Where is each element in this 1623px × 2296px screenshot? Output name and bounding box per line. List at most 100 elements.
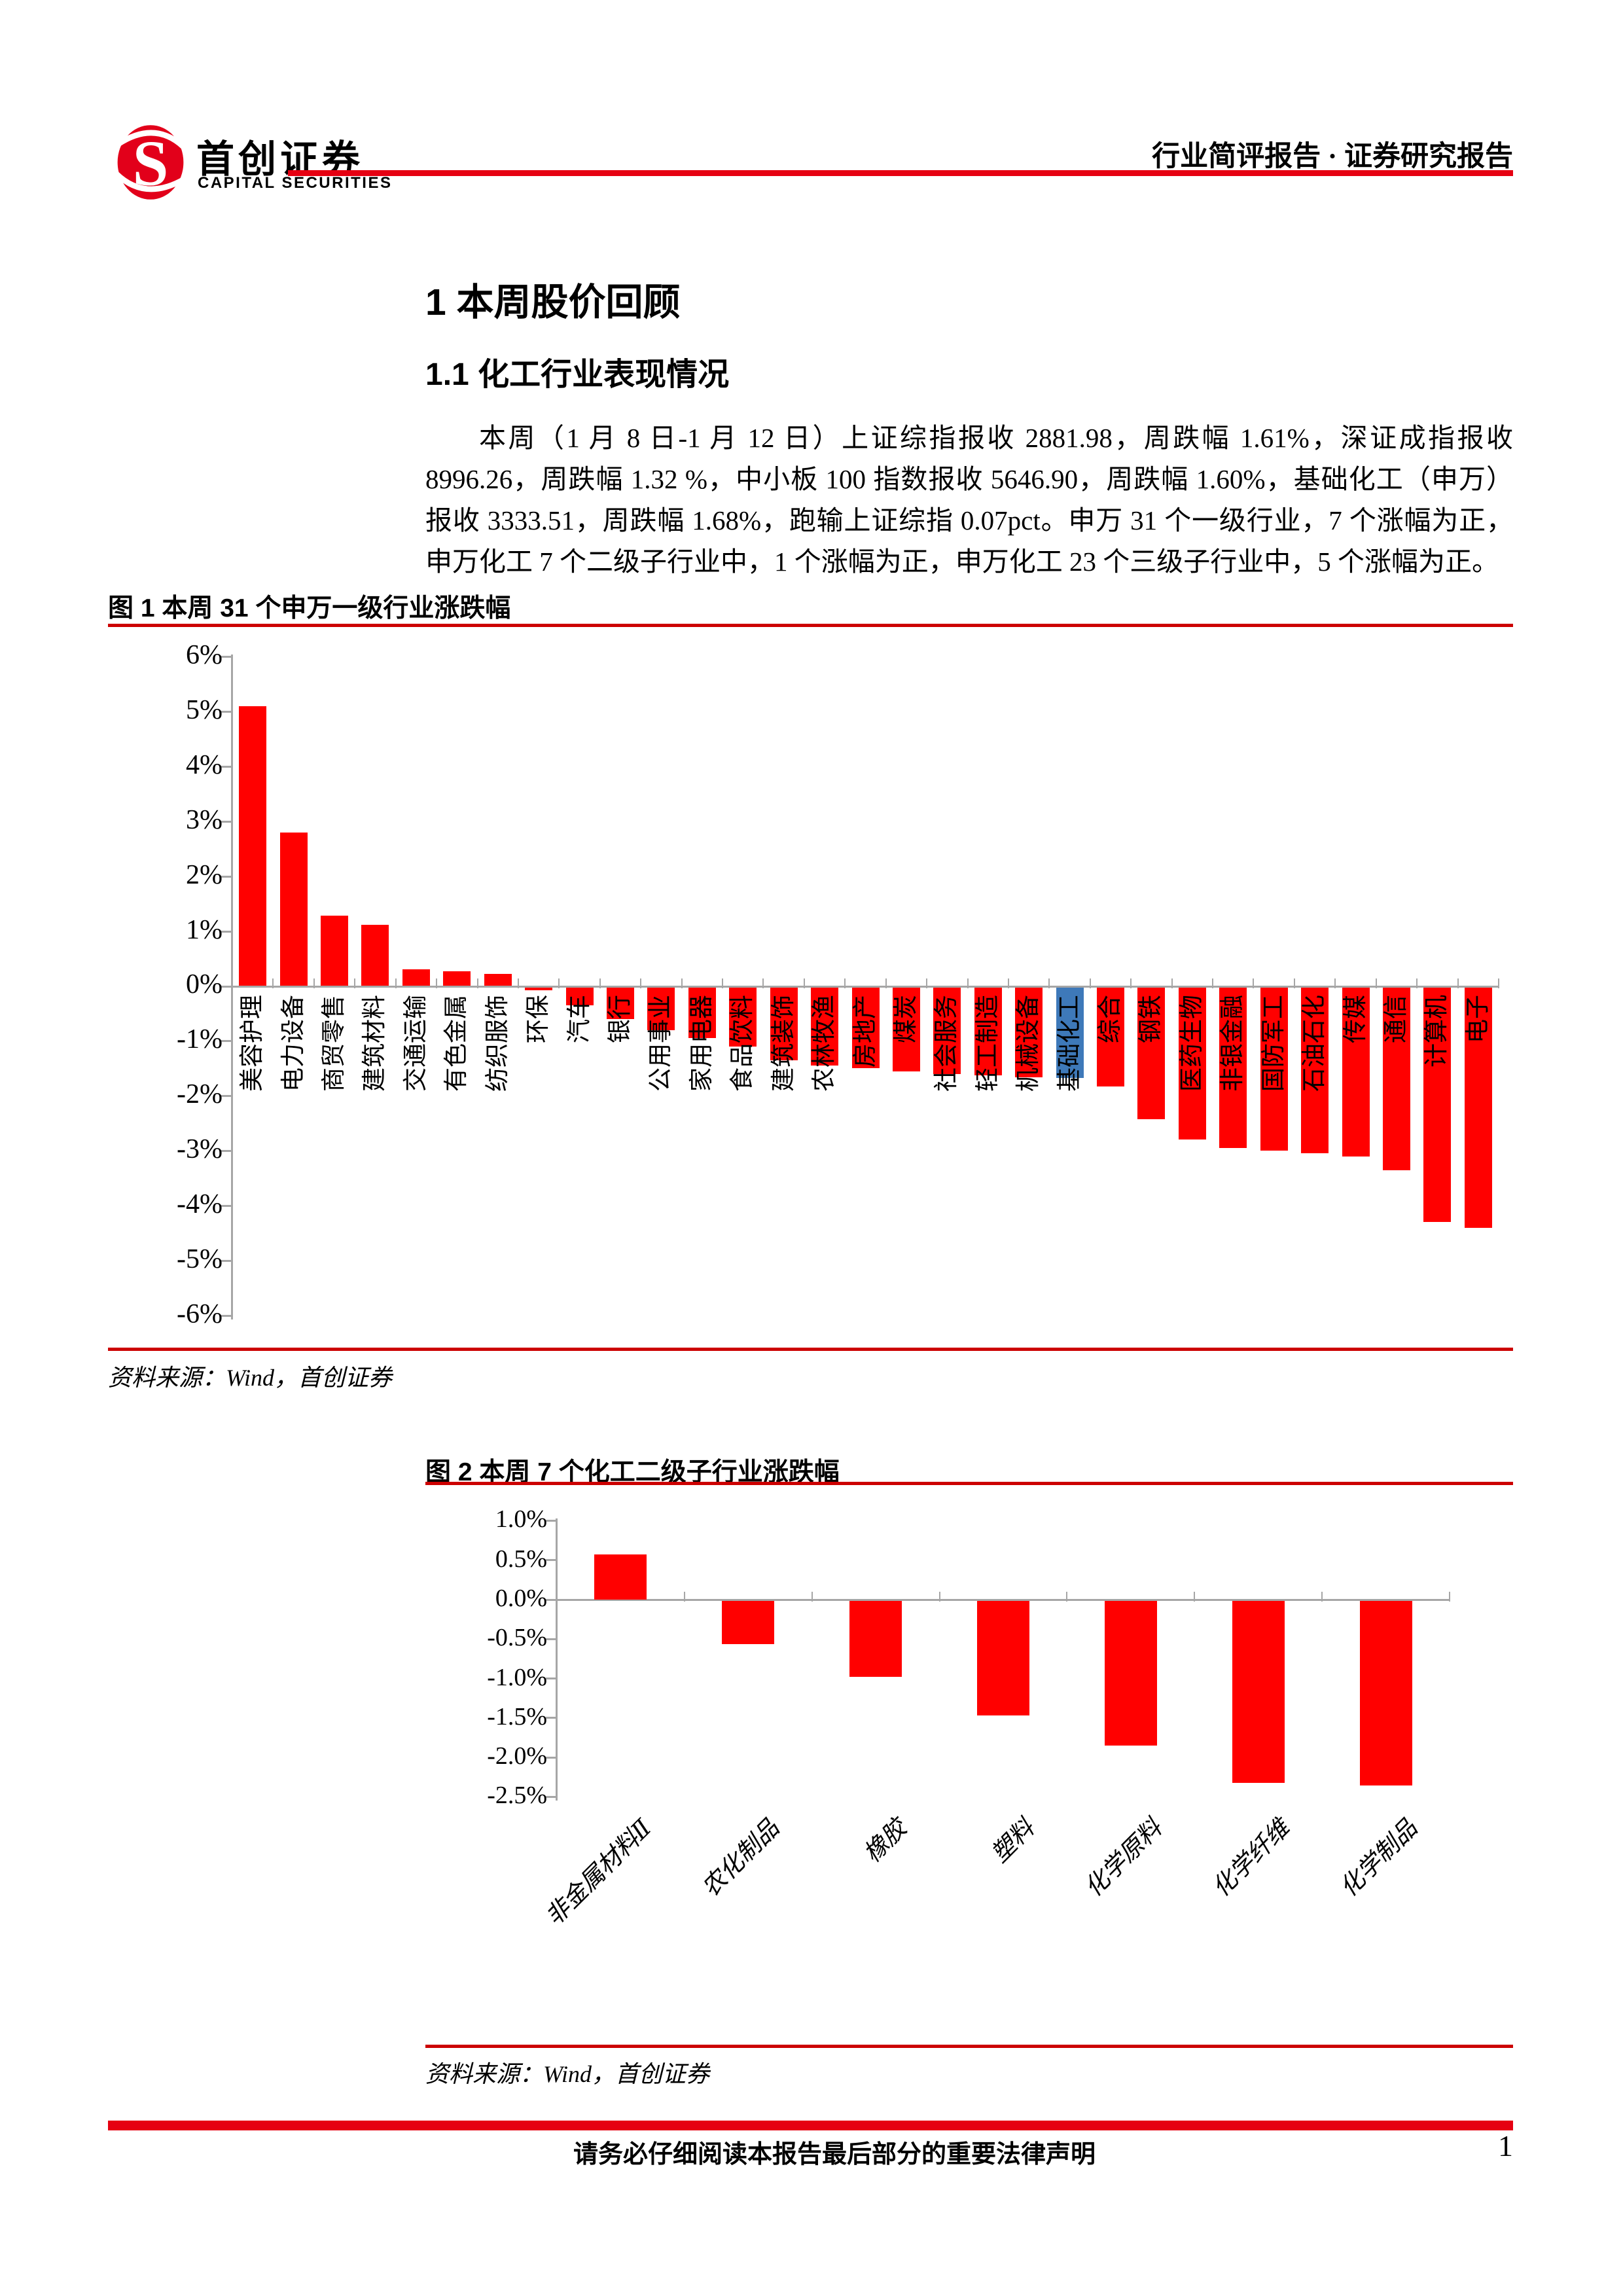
x-axis-tick [313, 978, 315, 988]
bar-有色金属 [443, 971, 471, 986]
bar-交通运输 [402, 969, 430, 986]
bar-钢铁 [1137, 987, 1166, 1119]
x-axis-label-交通运输: 交通运输 [402, 995, 429, 1092]
x-axis-tick [1066, 1591, 1068, 1602]
x-axis-label-建筑装饰: 建筑装饰 [770, 995, 797, 1092]
y-axis-tick [221, 930, 231, 933]
x-axis-label-有色金属: 有色金属 [443, 995, 471, 1092]
y-axis-label: -1% [177, 1024, 223, 1055]
y-axis-tick [546, 1559, 556, 1562]
bar-塑料 [977, 1600, 1029, 1715]
bar-食品饮料 [729, 987, 757, 1047]
x-axis-label-食品饮料: 食品饮料 [729, 995, 757, 1092]
y-axis-label: 1.0% [495, 1505, 547, 1534]
x-axis-label-纺织服饰: 纺织服饰 [484, 995, 511, 1092]
x-axis-label-煤炭: 煤炭 [892, 995, 919, 1043]
bar-环保 [525, 987, 553, 991]
figure2-bottom-rule [425, 2045, 1513, 2048]
x-axis-tick [1293, 978, 1295, 988]
x-axis-tick [1048, 978, 1050, 988]
figure2-caption-rule [425, 1482, 1513, 1485]
bar-汽车 [565, 987, 594, 1005]
y-axis-label: -1.5% [487, 1702, 547, 1731]
bar-建筑材料 [361, 924, 389, 986]
x-axis-tick [885, 978, 887, 988]
x-axis-tick [938, 1591, 940, 1602]
figure1-source: 资料来源：Wind，首创证券 [108, 1365, 393, 1391]
x-axis-tick [517, 978, 519, 988]
chart-industry-weekly-change: 6% 5% 4% 3% 2% 1% 0% -1% -2% -3% -4% -5% -6% 美容护理 电力设备… [177, 640, 1499, 1329]
x-axis-tick [558, 978, 560, 988]
y-axis-line [556, 1518, 558, 1801]
y-axis-tick [221, 1150, 231, 1153]
x-axis-tick [1498, 978, 1499, 988]
x-axis-label-汽车: 汽车 [565, 995, 593, 1043]
y-axis-line [231, 655, 233, 1319]
bar-化学制品 [1359, 1600, 1412, 1786]
y-axis-label: -0.5% [487, 1624, 547, 1652]
x-axis-tick [762, 978, 764, 988]
x-axis-label-传媒: 传媒 [1342, 995, 1369, 1043]
figure1-caption-rule [108, 624, 1513, 627]
bar-计算机 [1423, 987, 1452, 1223]
x-axis-tick [1089, 978, 1091, 988]
bar-银行 [606, 987, 634, 1019]
x-axis-tick [1212, 978, 1214, 988]
x-axis-label-银行: 银行 [606, 995, 633, 1043]
x-axis-tick [1416, 978, 1418, 988]
y-axis-label: -2.5% [487, 1782, 547, 1810]
x-axis-label-房地产: 房地产 [851, 995, 879, 1067]
page-number: 1 [1498, 2129, 1513, 2162]
summary-paragraph: 本周（1 月 8 日-1 月 12 日）上证综指报收 2881.98，周跌幅 1… [425, 423, 1513, 577]
y-axis-tick [221, 875, 231, 878]
y-axis-label: 2% [186, 859, 223, 890]
y-axis-label: -3% [177, 1134, 223, 1165]
y-axis-label: 1% [186, 914, 223, 945]
bar-家用电器 [688, 987, 716, 1039]
y-axis-tick [221, 1040, 231, 1043]
x-axis-label-石油石化: 石油石化 [1301, 995, 1329, 1092]
x-axis-tick [1457, 978, 1459, 988]
x-axis-tick [803, 978, 805, 988]
x-axis-label-环保: 环保 [525, 995, 552, 1043]
y-axis-tick [221, 656, 231, 658]
x-axis-label-电力设备: 电力设备 [279, 995, 307, 1092]
x-axis-label-商贸零售: 商贸零售 [321, 995, 348, 1092]
x-axis-tick [1007, 978, 1009, 988]
y-axis-tick [221, 1315, 231, 1317]
x-axis-tick [967, 978, 969, 988]
y-axis-label: -2% [177, 1079, 223, 1110]
x-axis-label-钢铁: 钢铁 [1137, 995, 1165, 1043]
footer-disclaimer: 请务必仔细阅读本报告最后部分的重要法律声明 [573, 2141, 1096, 2168]
x-axis-tick [640, 978, 642, 988]
x-axis-tick [599, 978, 601, 988]
x-axis-tick [1321, 1591, 1323, 1602]
section-heading: 1 本周股价回顾 [425, 281, 681, 323]
x-axis-tick [683, 1591, 685, 1602]
bar-社会服务 [933, 987, 961, 1074]
bar-国防军工 [1260, 987, 1288, 1151]
x-axis-label-计算机: 计算机 [1423, 995, 1451, 1067]
figure1-caption: 图 1 本周 31 个申万一级行业涨跌幅 [108, 594, 511, 622]
chart-chemical-subindustry-weekly-change: 1.0% 0.5% 0.0% -0.5% -1.0% -1.5% -2.0% -2.5% 非金属… [487, 1505, 1450, 1931]
x-axis-label-建筑材料: 建筑材料 [361, 995, 389, 1092]
bar-农林牧渔 [811, 987, 839, 1066]
y-axis-label: -6% [177, 1299, 223, 1329]
report-type-label: 行业简评报告 · 证券研究报告 [1152, 141, 1513, 172]
y-axis-label: 0.5% [495, 1545, 547, 1573]
bar-公用事业 [647, 987, 675, 1030]
figure2-caption: 图 2 本周 7 个化工二级子行业涨跌幅 [425, 1458, 840, 1486]
x-axis-tick [1449, 1591, 1450, 1602]
y-axis-tick [221, 820, 231, 823]
x-axis-line [557, 1598, 1450, 1601]
x-axis-tick [395, 978, 397, 988]
x-axis-tick [1253, 978, 1255, 988]
y-axis-tick [221, 1095, 231, 1098]
bar-电力设备 [279, 832, 308, 986]
y-axis-label: 5% [186, 694, 223, 725]
x-axis-tick [844, 978, 846, 988]
x-axis-tick [1375, 978, 1377, 988]
y-axis-label: -2.0% [487, 1742, 547, 1770]
y-axis-label: -5% [177, 1244, 223, 1275]
x-axis-tick [436, 978, 438, 988]
